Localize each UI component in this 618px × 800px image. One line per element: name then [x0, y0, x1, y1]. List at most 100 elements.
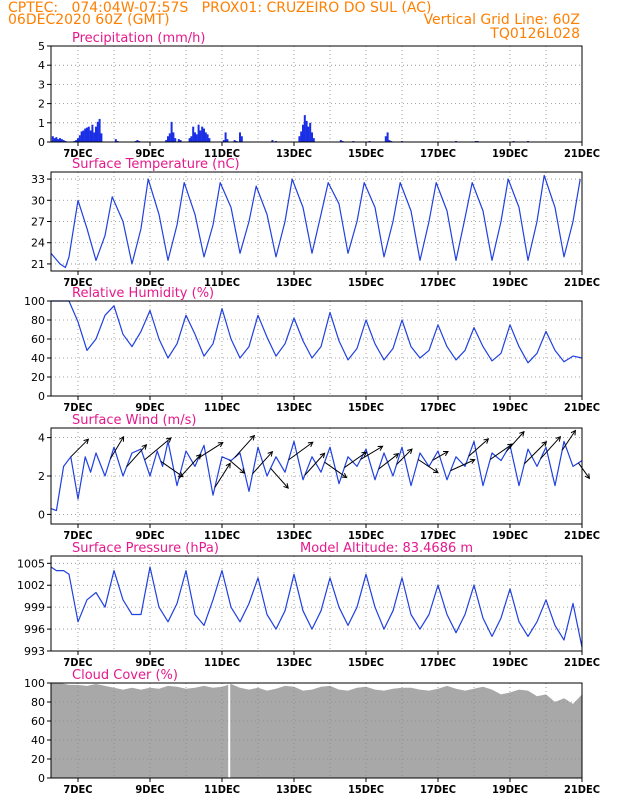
- wind-vector-arrow: [378, 453, 400, 470]
- x-tick-label: 21DEC: [564, 529, 600, 542]
- y-tick-label: 999: [24, 601, 45, 614]
- y-tick-label: 4: [38, 59, 45, 72]
- precipitation-bar: [51, 136, 54, 142]
- header-run-time: 06DEC2020 60Z (GMT): [8, 12, 170, 28]
- x-tick-label: 11DEC: [204, 783, 240, 796]
- x-tick-label: 9DEC: [135, 401, 164, 414]
- y-tick-label: 60: [31, 333, 45, 346]
- wind-vector-arrow: [450, 458, 476, 472]
- precipitation-bar: [62, 140, 65, 142]
- precipitation-bar: [386, 132, 389, 142]
- y-tick-label: 1: [38, 117, 45, 130]
- wind-vector-arrow: [144, 437, 172, 461]
- precipitation-bar: [87, 126, 90, 142]
- y-tick-label: 80: [31, 696, 45, 709]
- wind-vector-arrow: [360, 445, 384, 460]
- pressure-series-line: [50, 566, 583, 648]
- x-tick-label: 13DEC: [276, 276, 312, 289]
- x-tick-label: 21DEC: [564, 276, 600, 289]
- y-tick-label: 996: [24, 623, 45, 636]
- x-tick-label: 7DEC: [63, 783, 92, 796]
- x-tick-label: 19DEC: [492, 147, 528, 160]
- precipitation-bar: [55, 137, 58, 142]
- x-tick-label: 9DEC: [135, 529, 164, 542]
- precipitation-bar: [309, 122, 312, 142]
- precipitation-bar: [170, 121, 173, 142]
- precipitation-bar: [298, 136, 301, 142]
- precipitation-bar: [239, 132, 241, 142]
- y-tick-label: 27: [31, 216, 45, 229]
- y-tick-label: 60: [31, 715, 45, 728]
- precipitation-bar: [240, 136, 243, 142]
- x-tick-label: 11DEC: [204, 656, 240, 669]
- precipitation-bar: [89, 130, 92, 142]
- wind-vector-arrow: [468, 438, 490, 457]
- model-altitude-label: Model Altitude: 83.4686 m: [300, 541, 473, 556]
- precipitation-bar: [222, 140, 225, 142]
- y-tick-label: 0: [38, 390, 45, 403]
- pressure-frame: [50, 555, 583, 652]
- x-tick-label: 7DEC: [63, 656, 92, 669]
- wind-vector-arrow: [178, 453, 202, 480]
- precipitation-bar: [311, 132, 313, 142]
- x-tick-label: 15DEC: [348, 783, 384, 796]
- wind-vector-arrow: [304, 452, 326, 476]
- y-tick-label: 100: [24, 295, 45, 308]
- wind-vector-arrow: [506, 430, 525, 452]
- precipitation-title: Precipitation (mm/h): [72, 31, 205, 46]
- x-tick-label: 13DEC: [276, 656, 312, 669]
- wind-vector-arrow: [524, 440, 548, 465]
- precipitation-bar: [59, 138, 61, 142]
- x-tick-label: 21DEC: [564, 147, 600, 160]
- wind-vector-arrow: [160, 460, 184, 478]
- x-tick-label: 7DEC: [63, 276, 92, 289]
- x-tick-label: 21DEC: [564, 656, 600, 669]
- wind-vector-arrow: [577, 462, 591, 480]
- precipitation-bar: [194, 132, 196, 142]
- precipitation-bar: [60, 139, 63, 142]
- wind-panel: 0 2 4 7DEC 9DEC 11DEC 13DEC 15DEC 17DEC 19DEC 21DE…: [38, 413, 600, 542]
- x-tick-label: 13DEC: [276, 147, 312, 160]
- precipitation-bar: [384, 136, 387, 142]
- precipitation-bar: [312, 138, 315, 142]
- x-tick-label: 19DEC: [492, 656, 528, 669]
- y-tick-label: 1002: [17, 579, 45, 592]
- wind-vector-arrow: [228, 459, 246, 474]
- precipitation-bar: [224, 132, 227, 142]
- precipitation-bar: [195, 134, 198, 142]
- y-tick-label: 30: [31, 194, 45, 207]
- wind-vector-arrow: [214, 462, 231, 488]
- y-tick-label: 0: [38, 508, 45, 521]
- x-tick-label: 15DEC: [348, 529, 384, 542]
- x-tick-label: 9DEC: [135, 656, 164, 669]
- precipitation-bar: [86, 127, 88, 142]
- y-tick-label: 24: [31, 237, 45, 250]
- precipitation-bar: [57, 139, 60, 142]
- precipitation-bar: [95, 126, 97, 142]
- x-tick-label: 15DEC: [348, 276, 384, 289]
- header-grid-line-info: Vertical Grid Line: 60Z: [423, 12, 580, 28]
- wind-vector-arrow: [198, 441, 224, 459]
- wind-vector-arrow: [561, 429, 576, 451]
- precipitation-bar: [203, 128, 205, 142]
- precipitation-bar: [80, 131, 83, 142]
- x-tick-label: 13DEC: [276, 783, 312, 796]
- x-tick-label: 7DEC: [63, 147, 92, 160]
- x-tick-label: 15DEC: [348, 401, 384, 414]
- y-tick-label: 3: [38, 78, 45, 91]
- x-tick-label: 19DEC: [492, 276, 528, 289]
- x-tick-label: 11DEC: [204, 147, 240, 160]
- x-tick-label: 17DEC: [420, 401, 456, 414]
- y-tick-label: 100: [24, 677, 45, 690]
- x-tick-label: 7DEC: [63, 401, 92, 414]
- precipitation-bar: [53, 138, 56, 142]
- precipitation-bar: [300, 131, 303, 142]
- x-tick-label: 9DEC: [135, 783, 164, 796]
- temperature-title: Surface Temperature (nC): [72, 157, 240, 172]
- precipitation-bar: [233, 140, 236, 142]
- x-tick-label: 17DEC: [420, 783, 456, 796]
- precipitation-bar: [136, 140, 139, 142]
- precipitation-bar: [100, 133, 103, 142]
- precipitation-bar: [302, 124, 304, 142]
